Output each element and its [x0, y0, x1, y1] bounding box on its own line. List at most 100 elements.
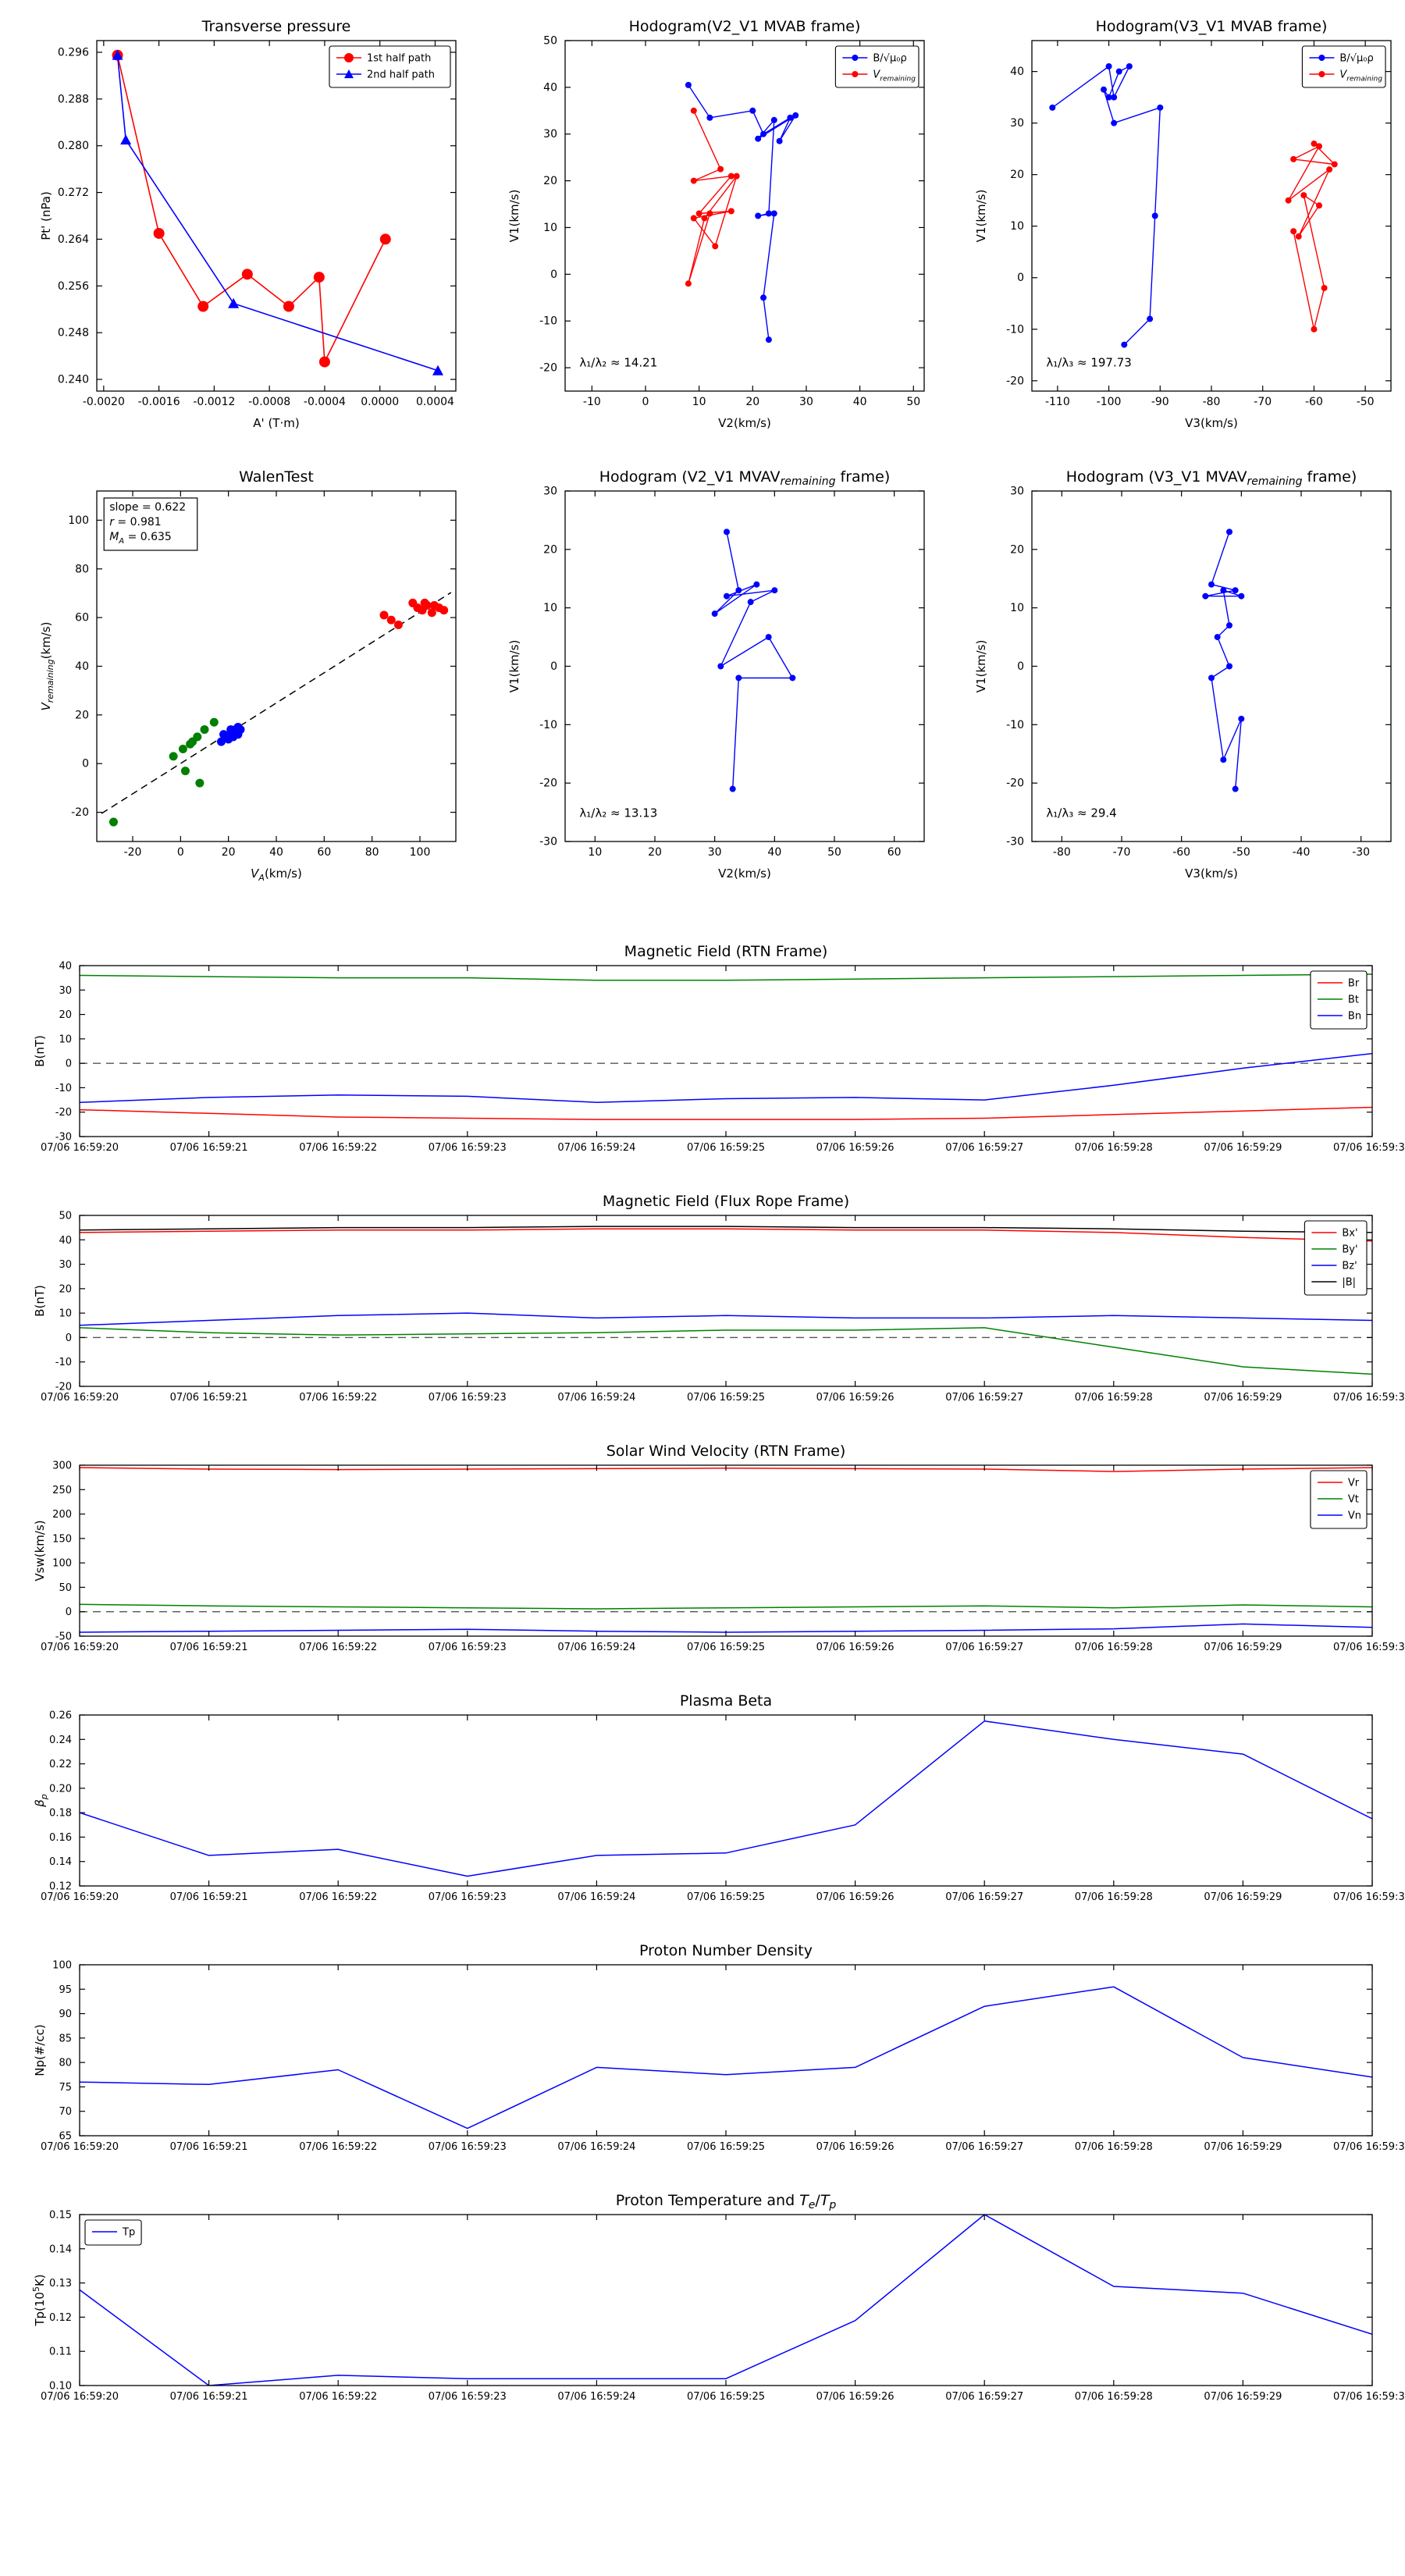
svg-text:-60: -60	[1305, 396, 1323, 408]
svg-text:07/06 16:59:21: 07/06 16:59:21	[170, 2391, 248, 2403]
svg-text:80: 80	[59, 2058, 72, 2069]
svg-text:Vt: Vt	[1348, 1494, 1359, 1506]
svg-text:250: 250	[52, 1485, 72, 1496]
svg-text:07/06 16:59:23: 07/06 16:59:23	[429, 1642, 507, 1653]
svg-text:0.288: 0.288	[58, 93, 89, 105]
svg-text:07/06 16:59:28: 07/06 16:59:28	[1075, 2391, 1153, 2403]
svg-text:A' (T·m): A' (T·m)	[253, 416, 299, 430]
svg-text:0.22: 0.22	[49, 1759, 72, 1770]
svg-text:V2(km/s): V2(km/s)	[718, 866, 771, 881]
svg-text:-10: -10	[583, 396, 601, 408]
svg-text:-20: -20	[55, 1382, 72, 1393]
svg-text:0.264: 0.264	[58, 233, 89, 246]
svg-text:Solar Wind Velocity (RTN Frame: Solar Wind Velocity (RTN Frame)	[606, 1443, 846, 1460]
svg-text:-70: -70	[1254, 396, 1272, 408]
svg-text:07/06 16:59:21: 07/06 16:59:21	[170, 1642, 248, 1653]
svg-text:Tp: Tp	[122, 2227, 135, 2239]
svg-text:-0.0020: -0.0020	[83, 396, 125, 408]
svg-text:100: 100	[52, 1960, 72, 1972]
svg-text:-40: -40	[1293, 846, 1311, 859]
svg-text:07/06 16:59:30: 07/06 16:59:30	[1333, 2141, 1405, 2153]
svg-text:10: 10	[588, 846, 602, 859]
svg-text:Magnetic Field (Flux Rope Fram: Magnetic Field (Flux Rope Frame)	[603, 1193, 849, 1210]
panel-solar-wind-velocity: 07/06 16:59:20 07/06 16:59:21 07/06 16:59:…	[31, 1440, 1405, 1663]
svg-text:07/06 16:59:20: 07/06 16:59:20	[41, 1142, 119, 1154]
svg-text:0.14: 0.14	[49, 2243, 72, 2255]
panel-magnetic-field-rtn: 07/06 16:59:20 07/06 16:59:21 07/06 16:59:…	[31, 941, 1405, 1163]
svg-text:07/06 16:59:21: 07/06 16:59:21	[170, 1891, 248, 1903]
svg-text:10: 10	[543, 222, 557, 234]
svg-text:0.0000: 0.0000	[361, 396, 399, 408]
svg-text:20: 20	[745, 396, 759, 408]
svg-text:20: 20	[1010, 169, 1024, 181]
panel-proton-temperature: 07/06 16:59:20 07/06 16:59:21 07/06 16:59:…	[31, 2190, 1405, 2412]
svg-text:Vremaining: Vremaining	[873, 69, 916, 84]
svg-text:07/06 16:59:25: 07/06 16:59:25	[687, 1392, 765, 1404]
chart-hodogram-v2v1-mvav: 10 20 30 40 50 60 -30 -20 -10 0 10 20 30 Hodogram (V2…	[500, 464, 937, 890]
svg-text:0: 0	[550, 660, 557, 673]
svg-text:2nd half path: 2nd half path	[367, 69, 435, 81]
svg-text:0: 0	[82, 758, 89, 770]
svg-text:Vn: Vn	[1348, 1510, 1361, 1522]
svg-text:Br: Br	[1348, 978, 1360, 990]
svg-text:-90: -90	[1151, 396, 1169, 408]
svg-text:0.13: 0.13	[49, 2278, 72, 2290]
svg-text:-20: -20	[1006, 777, 1024, 790]
svg-text:50: 50	[59, 1211, 72, 1222]
svg-text:50: 50	[827, 846, 841, 859]
svg-text:Plasma Beta: Plasma Beta	[680, 1692, 772, 1710]
svg-text:0: 0	[550, 269, 557, 281]
svg-text:20: 20	[1010, 543, 1024, 556]
svg-text:10: 10	[692, 396, 706, 408]
svg-text:-20: -20	[124, 846, 142, 859]
svg-text:40: 40	[1010, 66, 1024, 78]
svg-text:20: 20	[59, 1009, 72, 1021]
svg-text:07/06 16:59:27: 07/06 16:59:27	[945, 2141, 1023, 2153]
svg-text:07/06 16:59:30: 07/06 16:59:30	[1333, 1142, 1405, 1154]
svg-text:07/06 16:59:24: 07/06 16:59:24	[557, 1642, 635, 1653]
svg-text:0: 0	[1017, 660, 1024, 673]
svg-text:70: 70	[59, 2106, 72, 2118]
svg-text:30: 30	[708, 846, 722, 859]
svg-text:20: 20	[75, 709, 89, 721]
svg-text:-0.0004: -0.0004	[304, 396, 346, 408]
svg-text:0.18: 0.18	[49, 1808, 72, 1820]
svg-text:WalenTest: WalenTest	[239, 468, 314, 486]
svg-text:07/06 16:59:30: 07/06 16:59:30	[1333, 1392, 1405, 1404]
svg-text:0.16: 0.16	[49, 1832, 72, 1844]
svg-text:07/06 16:59:25: 07/06 16:59:25	[687, 2391, 765, 2403]
svg-text:50: 50	[906, 396, 920, 408]
svg-text:-10: -10	[1006, 719, 1024, 731]
svg-text:0.26: 0.26	[49, 1710, 72, 1722]
svg-text:07/06 16:59:24: 07/06 16:59:24	[557, 2141, 635, 2153]
svg-text:07/06 16:59:26: 07/06 16:59:26	[816, 1142, 895, 1154]
svg-text:|B|: |B|	[1342, 1277, 1356, 1289]
svg-text:07/06 16:59:23: 07/06 16:59:23	[429, 2391, 507, 2403]
svg-text:07/06 16:59:30: 07/06 16:59:30	[1333, 2391, 1405, 2403]
svg-text:Vr: Vr	[1348, 1478, 1360, 1489]
chart-transverse-pressure: -0.0020 -0.0016 -0.0012 -0.0008 -0.0004 0.000…	[31, 14, 468, 439]
svg-text:MA = 0.635: MA = 0.635	[109, 531, 172, 546]
svg-text:0: 0	[66, 1059, 72, 1070]
svg-text:07/06 16:59:26: 07/06 16:59:26	[816, 1891, 895, 1903]
svg-text:07/06 16:59:28: 07/06 16:59:28	[1075, 1392, 1153, 1404]
svg-text:0.296: 0.296	[58, 46, 89, 59]
chart-hodogram-v2v1-mvab: -10 0 10 20 30 40 50 -20 -10 0 10 20 30 40 50 Hodogram(…	[500, 14, 937, 439]
svg-text:07/06 16:59:21: 07/06 16:59:21	[170, 1392, 248, 1404]
svg-text:07/06 16:59:22: 07/06 16:59:22	[299, 2391, 377, 2403]
svg-text:-70: -70	[1113, 846, 1131, 859]
svg-text:-20: -20	[71, 806, 89, 819]
svg-text:100: 100	[52, 1558, 72, 1570]
svg-text:10: 10	[59, 1308, 72, 1320]
svg-text:V2(km/s): V2(km/s)	[718, 416, 771, 430]
svg-text:B/√μ₀ρ: B/√μ₀ρ	[1339, 53, 1373, 65]
svg-text:07/06 16:59:28: 07/06 16:59:28	[1075, 1891, 1153, 1903]
svg-text:-20: -20	[539, 362, 557, 375]
svg-text:0.12: 0.12	[49, 1881, 72, 1893]
svg-text:07/06 16:59:28: 07/06 16:59:28	[1075, 1142, 1153, 1154]
svg-text:V1(km/s): V1(km/s)	[507, 190, 521, 243]
svg-text:-0.0012: -0.0012	[193, 396, 235, 408]
svg-text:300: 300	[52, 1461, 72, 1472]
svg-text:Bn: Bn	[1348, 1011, 1361, 1023]
svg-text:Hodogram (V2_V1 MVAVremaining: Hodogram (V2_V1 MVAVremaining frame)	[599, 468, 891, 488]
